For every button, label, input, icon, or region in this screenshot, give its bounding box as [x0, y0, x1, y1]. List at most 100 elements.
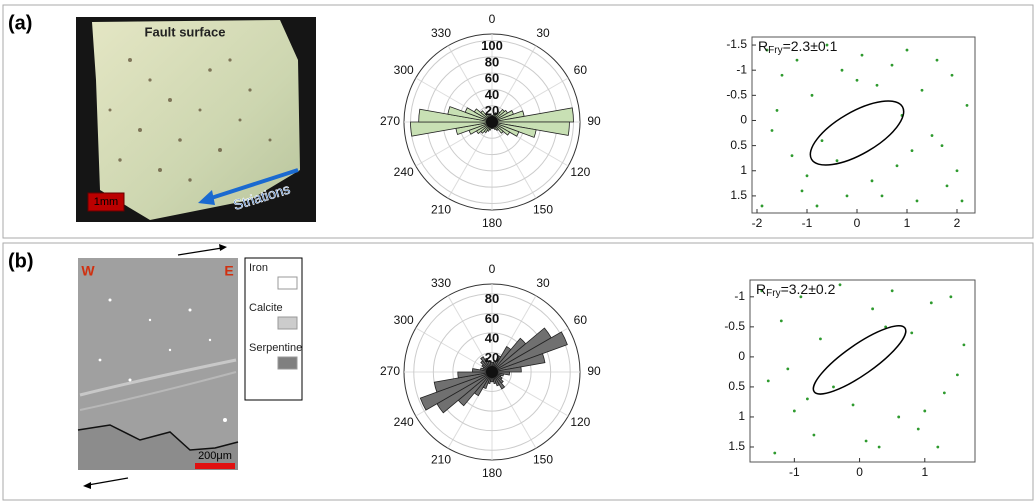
y-tick-label: -1 [734, 289, 745, 303]
point [916, 427, 920, 431]
x-tick-label: 0 [854, 216, 861, 230]
angle-label: 240 [394, 165, 414, 179]
point [779, 319, 783, 323]
x-tick-label: 0 [856, 465, 863, 479]
point [905, 48, 909, 52]
panel-frame [2, 4, 1034, 239]
y-tick-label: 1.5 [730, 188, 747, 202]
angle-label: 150 [533, 203, 553, 217]
point [800, 189, 804, 193]
point [820, 139, 824, 142]
angle-label: 90 [587, 364, 601, 378]
point [805, 174, 809, 178]
y-tick-label: -0.5 [726, 88, 747, 102]
point [890, 289, 894, 293]
r-tick-label: 80 [485, 291, 499, 306]
point [955, 169, 959, 173]
point [880, 194, 884, 198]
r-tick-label: 100 [481, 38, 503, 53]
annotation-part: R [756, 281, 766, 297]
point [929, 301, 933, 305]
plot-frame [749, 279, 976, 463]
angle-label: 60 [574, 63, 588, 77]
point [884, 325, 888, 329]
y-tick-label: 0 [740, 113, 747, 127]
point [855, 78, 859, 82]
angle-label: 120 [570, 415, 590, 429]
point [864, 439, 868, 443]
point [819, 337, 822, 341]
point [962, 343, 966, 347]
point [812, 433, 816, 437]
x-tick-label: 1 [921, 465, 928, 479]
point [936, 445, 940, 449]
legend-label: Calcite [249, 302, 283, 314]
angle-label: 60 [574, 313, 588, 327]
point [877, 445, 881, 449]
legend-label: Serpentine [249, 342, 302, 354]
photo-title: Fault surface [145, 24, 226, 39]
angle-label: 210 [431, 453, 451, 467]
point [792, 409, 796, 413]
x-tick-label: -1 [789, 465, 800, 479]
r-tick-label: 60 [485, 71, 499, 86]
photo: Fault surface 1mm Striations [76, 17, 316, 222]
point [871, 307, 875, 311]
petal [410, 121, 493, 137]
point [810, 93, 814, 97]
angle-label: 210 [431, 203, 451, 217]
angle-label: 90 [587, 114, 601, 128]
angle-label: 150 [533, 453, 553, 467]
point [920, 88, 924, 92]
rose-hub [486, 366, 498, 378]
spoke [415, 327, 493, 373]
point [760, 289, 764, 293]
point [790, 154, 794, 158]
point [955, 373, 959, 377]
spoke [491, 121, 537, 199]
annotation-part: Fry [766, 288, 780, 299]
y-tick-label: -1 [736, 62, 747, 76]
panel-frame [2, 242, 1034, 501]
point [799, 295, 803, 299]
angle-label: 0 [489, 262, 496, 276]
annotation-part: =2.3±0.1 [783, 38, 838, 54]
petal [491, 353, 546, 373]
angle-label: 120 [570, 165, 590, 179]
ring [452, 332, 532, 412]
petal [491, 331, 568, 373]
angle-label: 330 [431, 276, 451, 290]
annotation-part: Fry [768, 45, 782, 56]
x-tick-label: 1 [904, 216, 911, 230]
point [760, 204, 764, 208]
petal [419, 371, 493, 411]
scale-label: 1mm [94, 196, 118, 208]
y-tick-label: 1.5 [728, 439, 745, 453]
point [897, 415, 901, 419]
point [915, 199, 919, 203]
angle-label: 300 [394, 313, 414, 327]
annotation: RFry=2.3±0.1 [758, 38, 838, 56]
point [838, 283, 842, 287]
r-tick-label: 20 [485, 103, 499, 118]
scale-label: 200μm [198, 450, 232, 462]
point [851, 403, 855, 407]
y-tick-label: 0 [738, 349, 745, 363]
point [805, 397, 809, 401]
angle-label: 30 [536, 276, 550, 290]
panel-label: (b) [8, 250, 34, 272]
x-tick-label: 2 [954, 216, 961, 230]
angle-label: 270 [380, 114, 400, 128]
legend-swatch [277, 316, 298, 330]
point [940, 144, 944, 148]
point [950, 73, 954, 77]
petal [491, 366, 522, 373]
point [775, 109, 779, 112]
annotation-part: R [758, 38, 768, 54]
point [965, 103, 969, 107]
r-tick-label: 40 [485, 330, 499, 345]
ring [432, 312, 552, 432]
point [815, 204, 819, 208]
y-tick-label: 1 [738, 409, 745, 423]
annotation-part: =3.2±0.2 [781, 281, 836, 297]
